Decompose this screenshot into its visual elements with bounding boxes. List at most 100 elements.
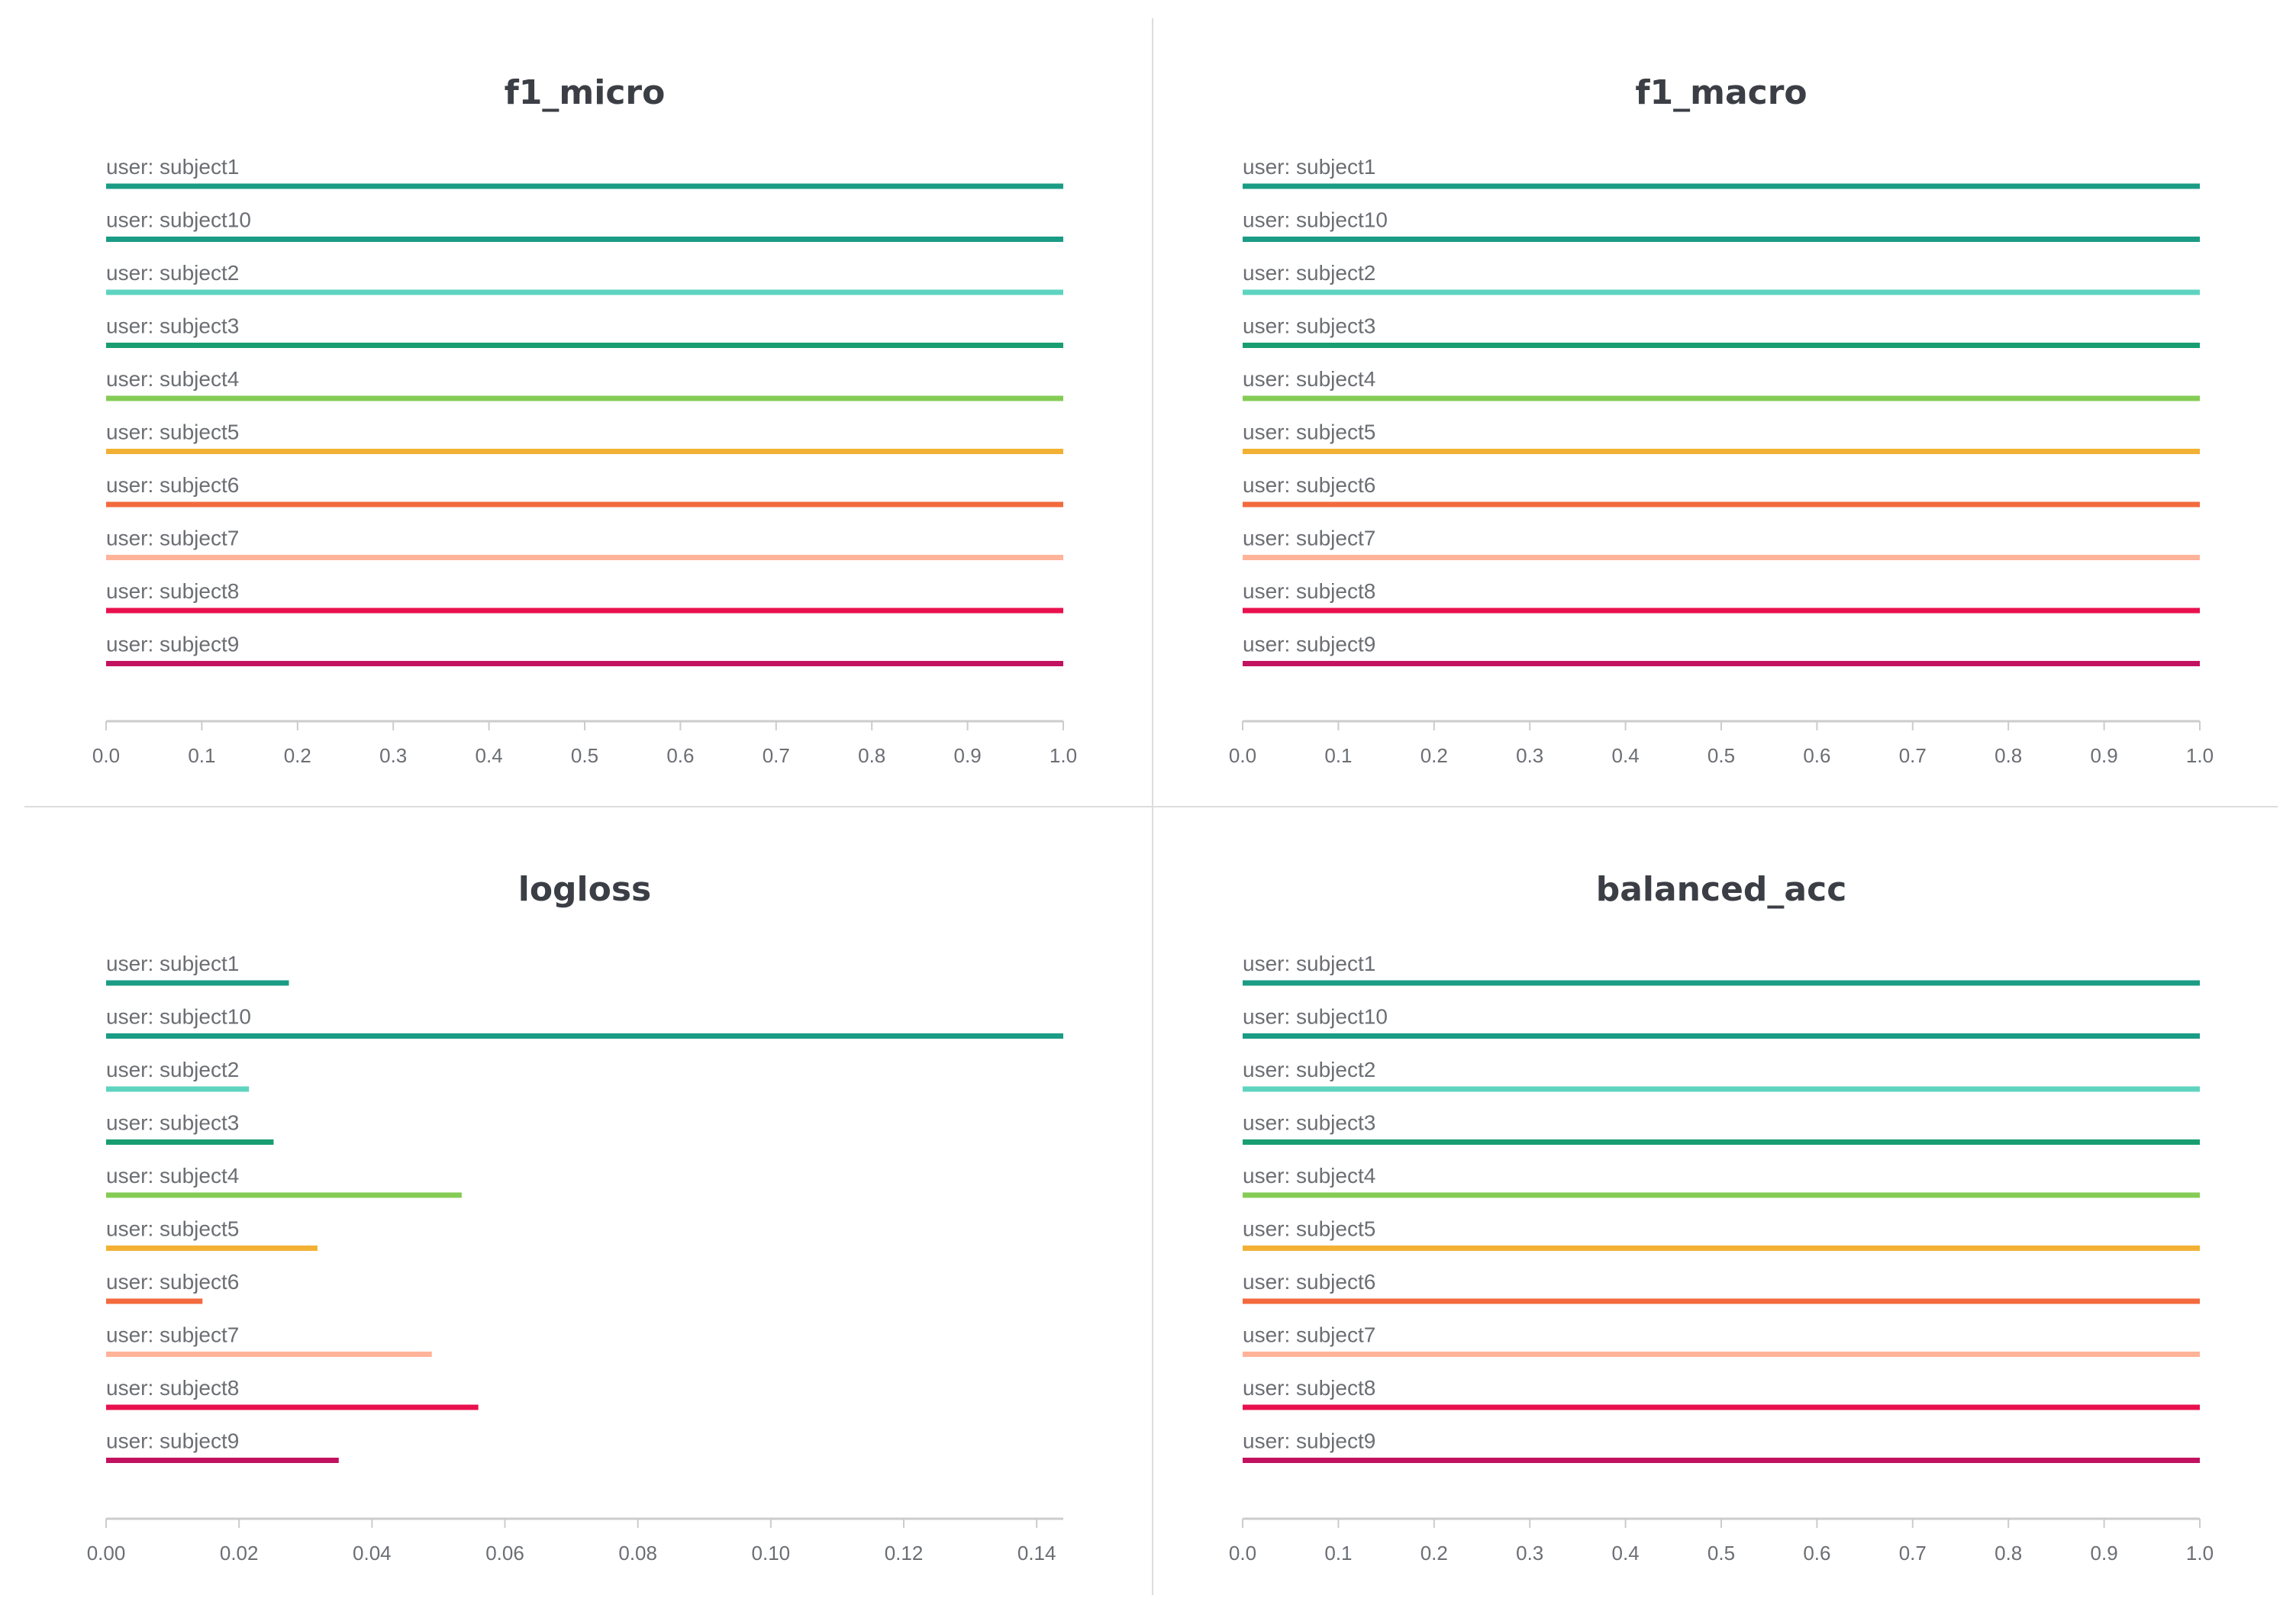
bar-label: user: subject4 xyxy=(1243,367,1375,391)
bar-label: user: subject1 xyxy=(1243,952,1375,975)
x-tick-label: 0.6 xyxy=(1803,1542,1830,1565)
bar xyxy=(106,1246,318,1251)
bar-label: user: subject1 xyxy=(1243,155,1375,179)
x-tick-label: 0.3 xyxy=(1516,1542,1543,1565)
x-tick-label: 0.0 xyxy=(92,744,120,767)
chart-panel-f1-macro: f1_macro user: subject1 user: subject10 us… xyxy=(1229,73,2214,767)
x-tick-label: 0.2 xyxy=(1420,1542,1448,1565)
x-tick-label: 0.8 xyxy=(858,744,885,767)
bar xyxy=(106,1086,250,1092)
bar-label: user: subject9 xyxy=(1243,633,1375,656)
bar-label: user: subject10 xyxy=(1243,1005,1388,1029)
bar xyxy=(1243,607,2200,614)
x-tick-label: 0.4 xyxy=(1612,1542,1640,1565)
bar-label: user: subject9 xyxy=(106,633,239,656)
x-tick-label: 1.0 xyxy=(1050,744,1077,767)
bar-label: user: subject3 xyxy=(1243,314,1375,338)
bar xyxy=(1243,1458,2200,1463)
bar-label: user: subject8 xyxy=(106,1376,239,1400)
bar xyxy=(1243,183,2200,189)
bar xyxy=(1243,1298,2200,1304)
x-tick-label: 0.2 xyxy=(284,744,311,767)
bar-label: user: subject7 xyxy=(106,527,239,550)
bar xyxy=(1243,237,2200,242)
chart-panel-logloss: logloss user: subject1 user: subject10 use… xyxy=(87,870,1063,1565)
x-tick-label: 0.7 xyxy=(1899,744,1927,767)
bar-label: user: subject2 xyxy=(1243,261,1375,285)
bar-label: user: subject5 xyxy=(106,421,239,444)
x-tick-label: 0.06 xyxy=(485,1542,524,1565)
bar-label: user: subject6 xyxy=(1243,473,1375,497)
bar-label: user: subject4 xyxy=(106,367,239,391)
x-tick-label: 0.2 xyxy=(1420,744,1448,767)
x-tick-label: 0.6 xyxy=(1803,744,1830,767)
x-tick-label: 0.14 xyxy=(1017,1542,1056,1565)
bar xyxy=(1243,1404,2200,1410)
bar-label: user: subject8 xyxy=(1243,579,1375,603)
bar xyxy=(1243,661,2200,666)
chart-panel-f1-micro: f1_micro user: subject1 user: subject10 us… xyxy=(92,73,1077,767)
bar xyxy=(1243,980,2200,986)
bar-label: user: subject1 xyxy=(106,952,239,975)
bar xyxy=(1243,1352,2200,1357)
bar-label: user: subject4 xyxy=(1243,1164,1375,1188)
chart-title: balanced_acc xyxy=(1596,870,1847,909)
x-tick-label: 0.3 xyxy=(379,744,407,767)
x-tick-label: 0.1 xyxy=(1324,1542,1352,1565)
x-tick-label: 0.7 xyxy=(763,744,790,767)
x-tick-label: 0.3 xyxy=(1516,744,1543,767)
bar xyxy=(1243,1033,2200,1039)
bar xyxy=(1243,343,2200,348)
bar xyxy=(1243,1086,2200,1092)
x-tick-label: 0.1 xyxy=(188,744,215,767)
bar-label: user: subject2 xyxy=(106,261,239,285)
x-tick-label: 0.0 xyxy=(1229,744,1256,767)
x-tick-label: 0.12 xyxy=(885,1542,924,1565)
chart-title: f1_micro xyxy=(505,73,666,112)
bar xyxy=(106,343,1063,348)
bar-label: user: subject6 xyxy=(1243,1270,1375,1294)
x-tick-label: 0.0 xyxy=(1229,1542,1256,1565)
x-tick-label: 0.00 xyxy=(87,1542,126,1565)
bar xyxy=(106,183,1063,189)
bar-label: user: subject6 xyxy=(106,1270,239,1294)
x-tick-label: 0.10 xyxy=(752,1542,791,1565)
x-tick-label: 0.04 xyxy=(353,1542,392,1565)
x-tick-label: 0.08 xyxy=(618,1542,657,1565)
bar xyxy=(106,1352,432,1357)
bar-label: user: subject1 xyxy=(106,155,239,179)
bar-label: user: subject4 xyxy=(106,1164,239,1188)
x-tick-label: 1.0 xyxy=(2186,744,2214,767)
bar-label: user: subject5 xyxy=(1243,1217,1375,1241)
bar xyxy=(1243,1139,2200,1145)
bar xyxy=(106,501,1063,508)
x-tick-label: 0.9 xyxy=(2091,744,2118,767)
bar-label: user: subject2 xyxy=(106,1058,239,1081)
bar xyxy=(106,395,1063,401)
chart-panel-balanced-acc: balanced_acc user: subject1 user: subject… xyxy=(1229,870,2214,1565)
bar-label: user: subject8 xyxy=(1243,1376,1375,1400)
bar xyxy=(1243,555,2200,560)
bar xyxy=(106,555,1063,560)
x-tick-label: 0.5 xyxy=(1707,744,1735,767)
bar xyxy=(106,289,1063,295)
bar xyxy=(106,661,1063,666)
bar-label: user: subject5 xyxy=(1243,421,1375,444)
bar-label: user: subject6 xyxy=(106,473,239,497)
chart-title: logloss xyxy=(518,870,652,909)
bar xyxy=(106,980,289,986)
bar-label: user: subject10 xyxy=(106,208,251,232)
bar xyxy=(106,1033,1063,1039)
bar-label: user: subject7 xyxy=(106,1323,239,1347)
x-tick-label: 0.7 xyxy=(1899,1542,1927,1565)
bar-label: user: subject10 xyxy=(106,1005,251,1029)
bar xyxy=(1243,289,2200,295)
x-tick-label: 0.02 xyxy=(220,1542,259,1565)
bar xyxy=(106,1404,479,1410)
bar-label: user: subject9 xyxy=(1243,1429,1375,1453)
bar xyxy=(1243,1246,2200,1251)
x-tick-label: 0.5 xyxy=(571,744,598,767)
bar-label: user: subject3 xyxy=(106,1111,239,1135)
bar xyxy=(106,1192,462,1198)
bar xyxy=(1243,449,2200,454)
